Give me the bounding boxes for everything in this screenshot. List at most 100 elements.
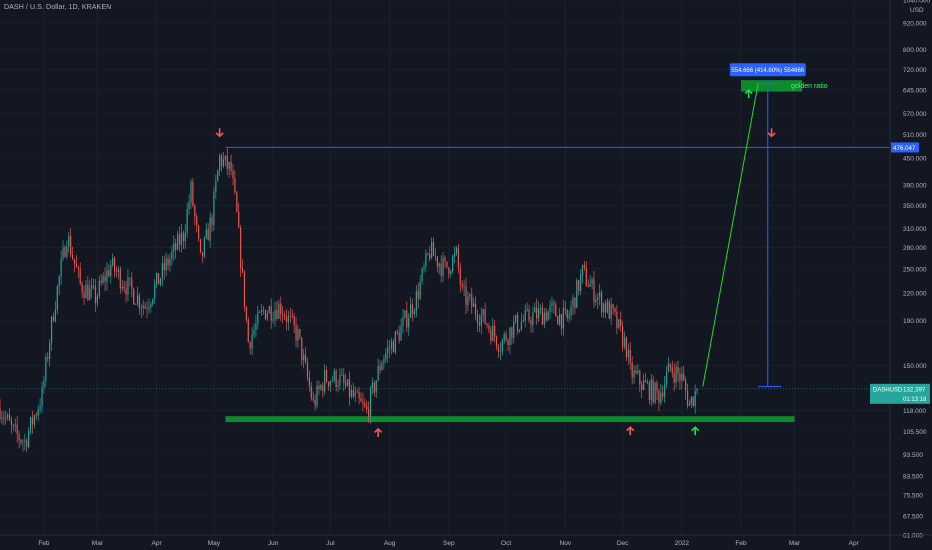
candle-body — [96, 295, 99, 304]
grid — [43, 0, 855, 535]
candle-body — [570, 306, 572, 316]
candle-body — [175, 243, 177, 250]
candle-body — [643, 380, 645, 390]
candle-body — [333, 370, 335, 381]
candle-body — [303, 354, 305, 361]
candle-body — [228, 162, 230, 169]
candle-body — [318, 385, 320, 390]
candle-body — [129, 277, 131, 279]
candle-body — [144, 305, 146, 309]
candle-body — [350, 389, 353, 397]
candle-body — [536, 307, 538, 319]
candle-body — [47, 357, 49, 359]
candle-body — [419, 281, 421, 299]
time-tick-label: Feb — [735, 540, 747, 547]
candle-body — [467, 296, 469, 306]
countdown-label: 01:13:18 — [903, 397, 927, 403]
candle-body — [299, 329, 301, 338]
candle-body — [127, 277, 129, 295]
candle-body — [50, 316, 53, 343]
candle-body — [667, 363, 670, 373]
candle-body — [518, 329, 521, 332]
candle-body — [81, 283, 83, 293]
candle-body — [41, 387, 43, 407]
candle-body — [421, 268, 423, 282]
candle-body — [253, 329, 255, 335]
candle-body — [681, 373, 683, 381]
candle-body — [690, 396, 692, 404]
candle-body — [87, 284, 89, 301]
candle-body — [534, 307, 536, 313]
candle-body — [383, 359, 385, 364]
candle-body — [92, 285, 95, 287]
candle-body — [39, 406, 41, 410]
candle-body — [677, 366, 679, 374]
candle-body — [618, 319, 620, 328]
resistance-price-label: 476.047 — [893, 145, 916, 152]
candle-body — [198, 225, 200, 239]
candle-body — [287, 315, 289, 322]
candle-body — [694, 391, 696, 406]
candle-body — [28, 431, 30, 447]
candle-body — [530, 320, 532, 325]
price-tick-label: 800.000 — [903, 47, 927, 54]
candle-body — [444, 258, 446, 262]
price-tick-label: 93.500 — [903, 452, 923, 459]
candle-body — [60, 258, 62, 277]
candle-body — [98, 280, 100, 296]
candle-body — [545, 312, 547, 321]
candle-body — [52, 316, 55, 321]
candle-body — [413, 310, 416, 315]
candle-body — [220, 155, 223, 166]
red-down-arrow-icon — [767, 132, 776, 138]
measure-label: 554.666 (414.60%) 554666 — [731, 68, 804, 74]
candle-body — [686, 390, 689, 406]
price-tick-label: 118.000 — [903, 408, 926, 415]
candle-body — [73, 258, 76, 264]
price-tick-label: 510.000 — [903, 132, 927, 139]
candle-body — [604, 303, 607, 313]
candle-body — [352, 389, 354, 397]
time-tick-label: Feb — [38, 540, 50, 547]
candle-body — [526, 309, 528, 311]
candle-body — [452, 256, 454, 272]
time-tick-label: Jun — [268, 540, 279, 547]
candle-body — [43, 380, 45, 388]
price-tick-label: 645.000 — [903, 88, 927, 95]
candle-body — [547, 311, 549, 321]
candle-body — [478, 322, 480, 326]
candle-body — [505, 334, 507, 341]
candle-body — [522, 320, 524, 322]
candle-body — [463, 286, 465, 288]
candle-body — [316, 385, 318, 406]
last-price-tag — [870, 383, 930, 404]
candle-body — [650, 379, 652, 401]
candle-body — [448, 267, 450, 275]
time-axis[interactable]: Feb Mar Apr May Jun Jul Aug Sep Oct Nov Dec 2022 Feb… — [0, 534, 932, 547]
candle-body — [1, 417, 3, 420]
candle-body — [560, 314, 563, 329]
price-tick-label: 67.500 — [903, 513, 923, 520]
candle-body — [354, 392, 356, 397]
candle-body — [83, 292, 85, 299]
symbol-tag: DASHUSD — [873, 387, 903, 393]
candle-body — [215, 181, 217, 192]
candle-body — [94, 285, 97, 304]
candle-body — [79, 268, 81, 284]
candle-body — [610, 304, 612, 319]
candle-body — [513, 321, 515, 338]
time-tick-label: Nov — [560, 540, 572, 547]
time-tick-label: Jul — [326, 540, 335, 547]
candle-body — [115, 271, 118, 273]
candle-body — [358, 391, 360, 399]
candle-body — [157, 273, 160, 285]
candle-body — [589, 283, 591, 287]
candle-body — [623, 337, 626, 348]
price-axis[interactable]: 1040.000 920.000 800.000 720.000 645.000 570.… — [870, 0, 930, 550]
candle-body — [304, 354, 307, 363]
candle-body — [591, 279, 593, 284]
price-tick-label: 150.000 — [903, 363, 927, 370]
time-tick-label: May — [208, 540, 221, 547]
